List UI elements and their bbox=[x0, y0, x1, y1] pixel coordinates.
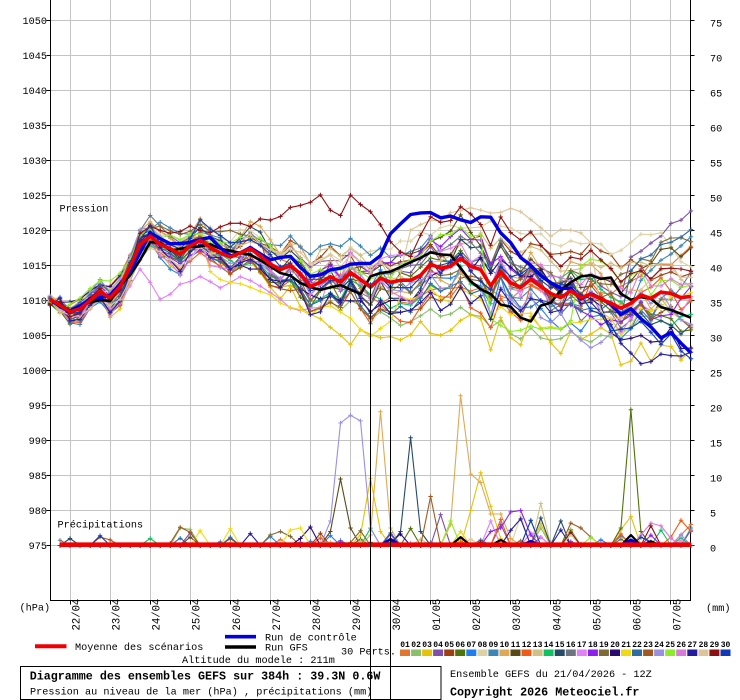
svg-text:22: 22 bbox=[632, 641, 642, 650]
svg-text:50: 50 bbox=[710, 195, 722, 206]
svg-text:30 Perts.: 30 Perts. bbox=[341, 648, 396, 659]
svg-text:65: 65 bbox=[710, 90, 722, 101]
svg-text:28: 28 bbox=[699, 641, 709, 650]
svg-text:990: 990 bbox=[29, 437, 47, 448]
svg-text:24/04: 24/04 bbox=[152, 599, 164, 631]
svg-text:29/04: 29/04 bbox=[352, 599, 364, 631]
svg-text:20: 20 bbox=[710, 405, 722, 416]
svg-text:17: 17 bbox=[577, 641, 587, 650]
svg-text:1000: 1000 bbox=[23, 367, 47, 378]
svg-text:5: 5 bbox=[710, 510, 716, 521]
svg-text:30/04: 30/04 bbox=[392, 599, 404, 631]
svg-text:1045: 1045 bbox=[23, 52, 47, 63]
svg-text:19: 19 bbox=[599, 641, 609, 650]
svg-text:15: 15 bbox=[555, 641, 565, 650]
svg-text:25/04: 25/04 bbox=[192, 599, 204, 631]
svg-text:06/05: 06/05 bbox=[632, 599, 644, 631]
svg-text:995: 995 bbox=[29, 402, 47, 413]
svg-text:Altitude du modele : 211m: Altitude du modele : 211m bbox=[182, 655, 335, 667]
svg-text:1035: 1035 bbox=[23, 122, 47, 133]
svg-text:03: 03 bbox=[422, 641, 432, 650]
svg-text:1005: 1005 bbox=[23, 332, 47, 343]
svg-text:01: 01 bbox=[400, 641, 410, 650]
svg-text:Ensemble GEFS du 21/04/2026 -: Ensemble GEFS du 21/04/2026 - 12Z bbox=[450, 669, 652, 681]
svg-text:26: 26 bbox=[676, 641, 686, 650]
svg-text:18: 18 bbox=[588, 641, 598, 650]
svg-text:0: 0 bbox=[710, 545, 716, 556]
svg-text:Diagramme des ensembles GEFS s: Diagramme des ensembles GEFS sur 384h : … bbox=[30, 670, 382, 684]
svg-text:14: 14 bbox=[544, 641, 554, 650]
svg-text:05: 05 bbox=[444, 641, 454, 650]
svg-text:Pression: Pression bbox=[60, 204, 109, 216]
svg-text:985: 985 bbox=[29, 472, 47, 483]
svg-text:40: 40 bbox=[710, 265, 722, 276]
svg-text:27: 27 bbox=[687, 641, 697, 650]
svg-text:04: 04 bbox=[433, 641, 443, 650]
svg-text:35: 35 bbox=[710, 300, 722, 311]
svg-text:23/04: 23/04 bbox=[112, 599, 124, 631]
svg-text:Précipitations: Précipitations bbox=[58, 520, 144, 532]
svg-text:20: 20 bbox=[610, 641, 620, 650]
svg-text:60: 60 bbox=[710, 125, 722, 136]
svg-text:1015: 1015 bbox=[23, 262, 47, 273]
svg-text:1025: 1025 bbox=[23, 192, 47, 203]
svg-text:07/05: 07/05 bbox=[673, 599, 685, 631]
svg-text:Copyright 2026 Meteociel.fr: Copyright 2026 Meteociel.fr bbox=[450, 686, 639, 700]
svg-text:16: 16 bbox=[566, 641, 576, 650]
svg-text:22/04: 22/04 bbox=[72, 599, 84, 631]
svg-text:45: 45 bbox=[710, 230, 722, 241]
svg-text:Pression au niveau de la mer (: Pression au niveau de la mer (hPa) , pré… bbox=[30, 687, 372, 699]
svg-text:30: 30 bbox=[721, 641, 731, 650]
svg-text:25: 25 bbox=[665, 641, 675, 650]
svg-text:30: 30 bbox=[710, 335, 722, 346]
svg-text:15: 15 bbox=[710, 440, 722, 451]
svg-text:(hPa): (hPa) bbox=[20, 603, 51, 615]
svg-text:Run GFS: Run GFS bbox=[265, 644, 308, 655]
svg-text:29: 29 bbox=[710, 641, 720, 650]
svg-text:1040: 1040 bbox=[23, 87, 47, 98]
svg-text:11: 11 bbox=[511, 641, 521, 650]
svg-text:27/04: 27/04 bbox=[272, 599, 284, 631]
svg-text:12: 12 bbox=[522, 641, 532, 650]
svg-text:980: 980 bbox=[29, 507, 47, 518]
svg-text:04/05: 04/05 bbox=[552, 599, 564, 631]
svg-text:02: 02 bbox=[411, 641, 421, 650]
svg-text:23: 23 bbox=[643, 641, 653, 650]
svg-text:75: 75 bbox=[710, 20, 722, 31]
svg-text:1020: 1020 bbox=[23, 227, 47, 238]
svg-text:09: 09 bbox=[489, 641, 499, 650]
svg-text:55: 55 bbox=[710, 160, 722, 171]
svg-text:Moyenne des scénarios: Moyenne des scénarios bbox=[75, 642, 203, 654]
svg-text:28/04: 28/04 bbox=[312, 599, 324, 631]
svg-text:01/05: 01/05 bbox=[432, 599, 444, 631]
svg-text:(mm): (mm) bbox=[706, 603, 730, 615]
svg-text:70: 70 bbox=[710, 55, 722, 66]
svg-text:03/05: 03/05 bbox=[512, 599, 524, 631]
svg-text:07: 07 bbox=[466, 641, 476, 650]
svg-text:1010: 1010 bbox=[23, 297, 47, 308]
svg-text:24: 24 bbox=[654, 641, 664, 650]
svg-text:02/05: 02/05 bbox=[472, 599, 484, 631]
svg-text:05/05: 05/05 bbox=[592, 599, 604, 631]
svg-text:10: 10 bbox=[500, 641, 510, 650]
svg-text:25: 25 bbox=[710, 370, 722, 381]
svg-text:1030: 1030 bbox=[23, 157, 47, 168]
svg-text:10: 10 bbox=[710, 475, 722, 486]
svg-text:1050: 1050 bbox=[23, 17, 47, 28]
svg-text:08: 08 bbox=[478, 641, 488, 650]
svg-text:975: 975 bbox=[29, 542, 47, 553]
svg-text:Run de contrôle: Run de contrôle bbox=[265, 633, 357, 645]
svg-text:26/04: 26/04 bbox=[232, 599, 244, 631]
svg-text:21: 21 bbox=[621, 641, 631, 650]
svg-text:06: 06 bbox=[455, 641, 465, 650]
svg-text:13: 13 bbox=[533, 641, 543, 650]
